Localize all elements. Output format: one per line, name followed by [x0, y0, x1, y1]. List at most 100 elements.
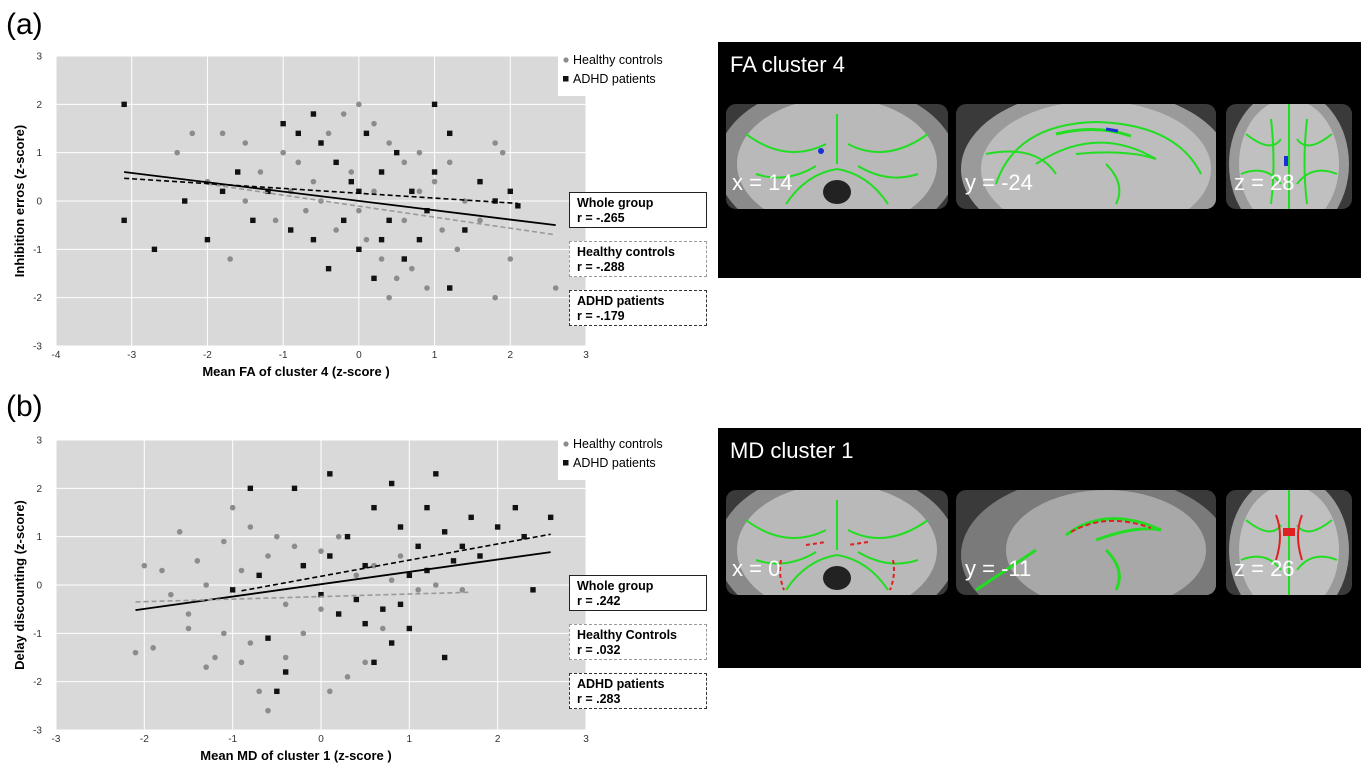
- data-point-healthy-control: [499, 149, 506, 156]
- data-point-healthy-control: [344, 674, 351, 680]
- data-point-adhd-patient: [447, 285, 453, 291]
- x-tick-label: 1: [432, 350, 438, 361]
- y-tick-label: -1: [33, 245, 42, 256]
- data-point-healthy-control: [300, 630, 307, 637]
- y-tick-label: -2: [33, 293, 42, 304]
- y-tick-label: -3: [33, 342, 42, 353]
- x-axis-label: Mean MD of cluster 1 (z-score ): [200, 748, 391, 763]
- data-point-healthy-control: [203, 664, 209, 670]
- data-point-adhd-patient: [401, 256, 407, 262]
- data-point-adhd-patient: [256, 572, 262, 579]
- data-point-healthy-control: [340, 111, 347, 117]
- data-point-healthy-control: [371, 120, 377, 127]
- data-point-adhd-patient: [409, 188, 415, 195]
- y-tick-label: -1: [33, 629, 42, 640]
- data-point-healthy-control: [378, 256, 385, 262]
- data-point-healthy-control: [356, 207, 362, 214]
- y-tick-label: 0: [36, 581, 42, 592]
- data-point-adhd-patient: [512, 504, 519, 511]
- data-point-adhd-patient: [397, 524, 404, 530]
- stat-box-healthy-controls-b: Healthy Controls r = .032: [569, 624, 707, 660]
- data-point-healthy-control: [256, 688, 262, 695]
- x-tick-label: -2: [203, 350, 212, 361]
- data-point-adhd-patient: [362, 620, 368, 627]
- data-point-adhd-patient: [431, 101, 438, 108]
- data-point-adhd-patient: [121, 101, 127, 108]
- data-point-healthy-control: [325, 130, 332, 137]
- data-point-adhd-patient: [151, 246, 158, 253]
- data-point-healthy-control: [431, 178, 438, 185]
- data-point-healthy-control: [265, 707, 271, 714]
- coord-z: z = 28: [1234, 170, 1295, 195]
- data-point-healthy-control: [318, 606, 324, 612]
- stat-box-title: Whole group: [577, 196, 654, 210]
- data-point-adhd-patient: [477, 553, 483, 559]
- y-tick-label: -3: [33, 726, 42, 737]
- axial-slice: [1226, 490, 1352, 595]
- coord-z: z = 26: [1234, 556, 1295, 581]
- data-point-adhd-patient: [235, 169, 241, 175]
- data-point-healthy-control: [185, 625, 192, 632]
- data-point-adhd-patient: [325, 265, 332, 272]
- data-point-healthy-control: [356, 101, 362, 108]
- stat-box-value: r = .283: [577, 692, 621, 706]
- data-point-healthy-control: [335, 533, 342, 540]
- data-point-healthy-control: [462, 198, 468, 204]
- scatter-chart-b: -3 -2 -1 0 1 2 3 -3 -2 -1 0 1 2 3 Mean MD of cluster 1…: [12, 436, 694, 763]
- sagittal-slice: [956, 490, 1216, 595]
- data-point-adhd-patient: [494, 524, 501, 530]
- y-tick-label: 3: [36, 52, 42, 63]
- data-point-healthy-control: [257, 169, 264, 175]
- coronal-slice: [726, 104, 948, 209]
- data-point-adhd-patient: [530, 587, 536, 593]
- x-tick-label: 0: [318, 734, 324, 745]
- data-point-adhd-patient: [424, 207, 430, 214]
- data-point-healthy-control: [386, 294, 392, 301]
- legend-label: Healthy controls: [573, 437, 663, 451]
- data-point-healthy-control: [174, 149, 180, 156]
- data-point-adhd-patient: [335, 611, 342, 617]
- data-point-healthy-control: [492, 140, 498, 146]
- y-tick-label: 0: [36, 197, 42, 208]
- data-point-healthy-control: [371, 562, 377, 569]
- stat-box-title: Whole group: [577, 579, 654, 593]
- legend-box: [558, 438, 694, 480]
- data-point-adhd-patient: [492, 198, 498, 204]
- data-point-adhd-patient: [441, 654, 448, 661]
- data-point-adhd-patient: [318, 140, 324, 146]
- x-tick-label: -3: [127, 350, 136, 361]
- data-point-healthy-control: [446, 159, 453, 166]
- stat-box-whole-group-b: Whole group r = .242: [569, 575, 707, 611]
- x-tick-label: 1: [407, 734, 413, 745]
- data-point-adhd-patient: [341, 217, 347, 224]
- data-point-adhd-patient: [280, 120, 286, 127]
- data-point-adhd-patient: [388, 640, 395, 646]
- coord-x: x = 0: [732, 556, 781, 581]
- brain-title: MD cluster 1: [730, 438, 854, 463]
- data-point-healthy-control: [189, 130, 196, 137]
- data-point-healthy-control: [242, 140, 249, 146]
- data-point-healthy-control: [492, 294, 498, 301]
- data-point-adhd-patient: [447, 130, 453, 137]
- data-point-healthy-control: [393, 275, 400, 282]
- data-point-adhd-patient: [265, 188, 271, 195]
- data-point-healthy-control: [227, 256, 233, 262]
- x-tick-label: -1: [279, 350, 288, 361]
- data-point-healthy-control: [477, 217, 483, 224]
- data-point-adhd-patient: [295, 130, 301, 137]
- coord-y: y = -24: [965, 170, 1033, 195]
- legend-label: ADHD patients: [573, 72, 656, 86]
- data-point-adhd-patient: [300, 562, 307, 569]
- stat-box-value: r = -.265: [577, 211, 625, 225]
- data-point-adhd-patient: [250, 217, 256, 224]
- data-point-healthy-control: [159, 567, 165, 574]
- stat-box-title: Healthy controls: [577, 245, 675, 259]
- legend-marker-square: [563, 76, 569, 82]
- data-point-healthy-control: [415, 587, 421, 593]
- data-point-adhd-patient: [406, 572, 413, 579]
- data-point-adhd-patient: [515, 203, 521, 209]
- data-point-adhd-patient: [265, 635, 271, 641]
- panel-letter-a: (a): [6, 8, 43, 41]
- x-tick-label: 3: [583, 734, 589, 745]
- data-point-adhd-patient: [547, 514, 554, 521]
